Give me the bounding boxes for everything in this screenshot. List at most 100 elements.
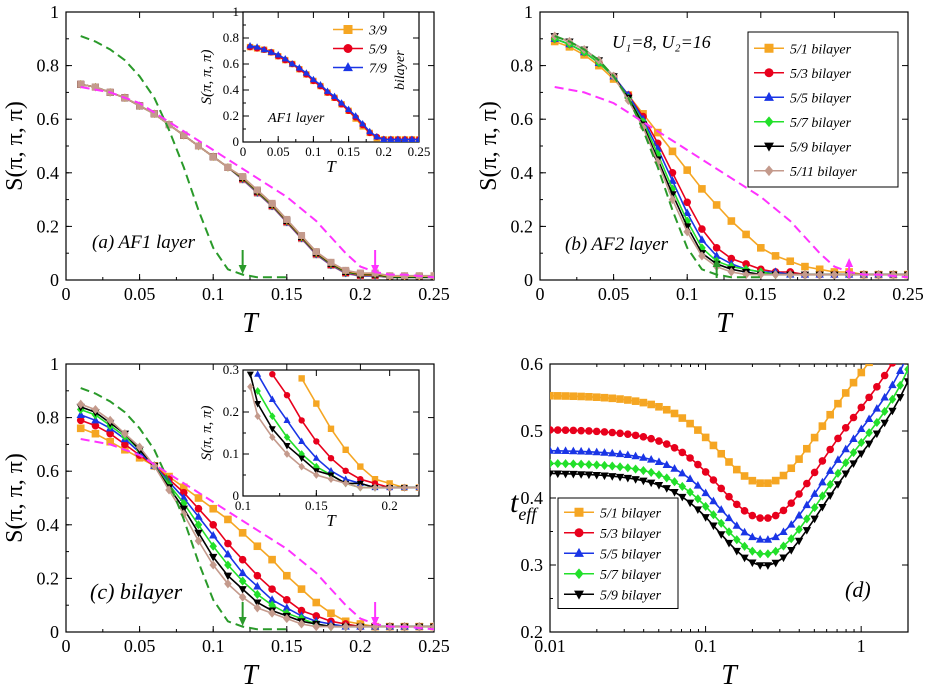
data-point <box>608 428 617 437</box>
data-point <box>826 479 834 490</box>
data-point <box>254 387 261 395</box>
data-point <box>179 488 188 497</box>
data-point <box>302 69 310 76</box>
y-axis-label: S(π, π, π) <box>2 101 28 191</box>
data-point <box>194 512 203 520</box>
data-point <box>771 546 780 556</box>
series-5-5-bilayer <box>550 350 912 543</box>
data-point <box>600 460 609 470</box>
data-point <box>194 504 203 513</box>
series-green-dashed <box>80 35 287 279</box>
data-point <box>401 272 409 280</box>
data-point <box>764 142 774 152</box>
data-point <box>670 443 679 452</box>
data-point <box>561 470 570 479</box>
series-magenta-dashed <box>80 86 434 279</box>
data-point <box>253 43 261 50</box>
y-tick-label: 0 <box>233 134 240 149</box>
data-point <box>297 606 306 615</box>
x-tick-label: 0.1 <box>676 284 699 304</box>
data-point <box>209 560 217 570</box>
data-point <box>857 438 866 448</box>
y-tick-label: 0.4 <box>37 515 60 535</box>
data-point <box>224 515 232 524</box>
data-point <box>857 403 866 412</box>
data-point <box>238 576 247 586</box>
data-point <box>608 461 617 471</box>
data-point <box>106 429 114 438</box>
series-5-3-bilayer <box>550 364 897 522</box>
data-point <box>165 121 173 129</box>
data-point <box>615 473 625 482</box>
data-point <box>569 470 578 479</box>
data-point <box>857 450 866 459</box>
data-point <box>849 413 858 422</box>
data-point <box>771 476 780 485</box>
data-point <box>312 622 321 632</box>
data-point <box>872 404 882 412</box>
x-tick-label: 0.1 <box>305 144 321 159</box>
data-point <box>888 380 897 389</box>
x-tick-label: 0 <box>62 284 71 304</box>
data-point <box>550 458 554 468</box>
x-tick-label: 0 <box>536 284 545 304</box>
data-point <box>136 102 144 110</box>
data-point <box>880 371 889 380</box>
legend-entry: 5/11 bilayer <box>790 165 858 180</box>
data-point <box>826 445 834 454</box>
series-magenta-dashed <box>80 438 434 631</box>
data-point <box>283 215 291 223</box>
data-point <box>678 448 687 457</box>
y-axis-label-main: t <box>510 486 519 519</box>
data-point <box>194 520 203 530</box>
data-point <box>655 470 663 480</box>
data-point <box>327 622 335 632</box>
data-point <box>253 599 262 608</box>
data-point <box>904 350 912 358</box>
y-tick-label: 0.2 <box>37 568 60 588</box>
data-point <box>701 501 710 511</box>
data-point <box>371 622 379 632</box>
data-point <box>592 393 601 401</box>
series-line <box>554 86 908 279</box>
data-point <box>359 119 367 127</box>
data-point <box>550 446 555 454</box>
data-point <box>802 500 812 509</box>
series-line <box>80 35 287 279</box>
data-point <box>748 476 757 485</box>
data-point <box>569 392 578 401</box>
data-point <box>312 248 320 256</box>
data-point <box>888 394 897 404</box>
series-line <box>550 364 893 519</box>
data-point <box>238 592 247 602</box>
data-point <box>709 522 718 531</box>
y-tick-label: 0.6 <box>521 354 544 374</box>
data-point <box>685 474 695 483</box>
data-point <box>600 448 609 456</box>
series-5-11 <box>247 382 419 492</box>
data-point <box>678 414 687 422</box>
data-point <box>371 483 379 492</box>
data-point <box>717 505 726 513</box>
data-point <box>670 464 679 472</box>
transition-arrow-head <box>238 617 247 626</box>
data-point <box>712 251 721 259</box>
x-axis-label: T <box>326 511 337 530</box>
data-point <box>647 467 655 477</box>
x-tick-label: 0.15 <box>271 284 303 304</box>
data-point <box>694 494 702 504</box>
data-point <box>561 392 570 400</box>
data-point <box>865 428 873 438</box>
data-point <box>298 375 305 382</box>
data-point <box>254 412 261 421</box>
data-point <box>623 474 633 483</box>
data-point <box>150 110 158 118</box>
data-point <box>795 455 803 463</box>
data-point <box>576 446 586 455</box>
data-point <box>194 529 203 538</box>
y-axis-label-sub: eff <box>518 504 539 524</box>
data-point <box>553 392 562 400</box>
data-point <box>818 422 827 430</box>
data-point <box>592 460 601 470</box>
data-point <box>345 105 353 113</box>
